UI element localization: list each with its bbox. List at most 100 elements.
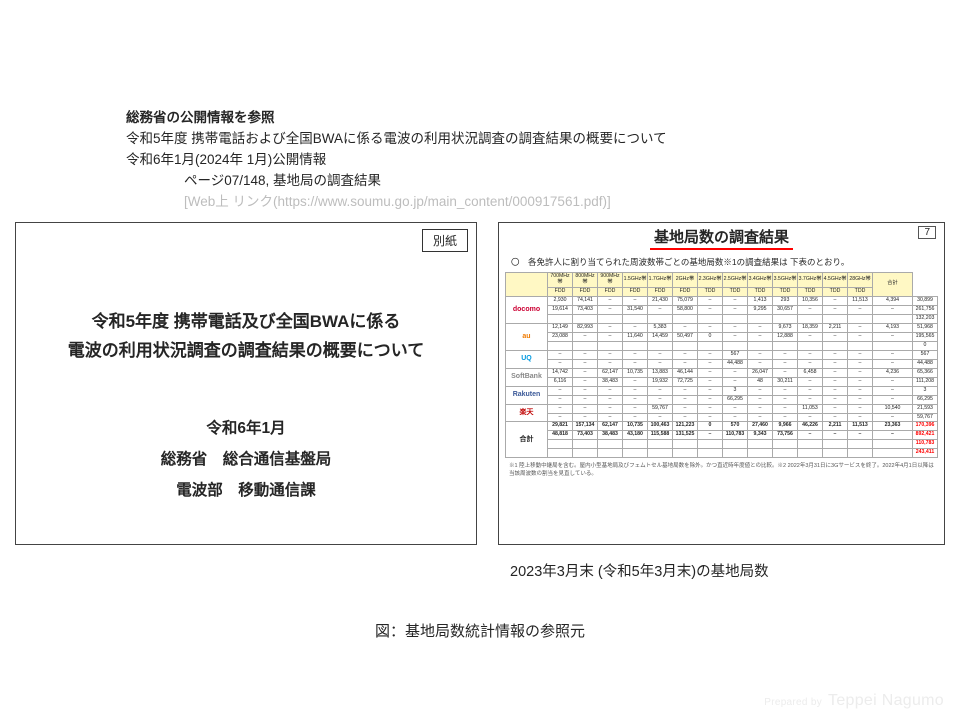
total-cell [598, 449, 623, 458]
data-cell: – [648, 395, 673, 404]
data-cell: – [873, 395, 913, 404]
header-block: 総務省の公開情報を参照 令和5年度 携帯電話および全国BWAに係る電波の利用状況… [126, 108, 876, 213]
data-cell: – [698, 296, 723, 305]
table-row: docomo2,93074,141––21,43075,079––1,41329… [506, 296, 938, 305]
table-row: 19,61473,403–31,540–58,800––9,29530,657–… [506, 305, 938, 314]
data-cell: 62,147 [598, 368, 623, 377]
data-cell: – [623, 404, 648, 413]
band-header: 2.3GHz帯 [698, 273, 723, 288]
data-cell: 26,047 [748, 368, 773, 377]
total-row: 48,81873,40338,48343,180115,588131,525–1… [506, 431, 938, 440]
duplex-header: TDD [723, 287, 748, 296]
data-cell: – [873, 386, 913, 395]
total-cell [798, 449, 823, 458]
total-cell [873, 449, 913, 458]
data-cell [748, 341, 773, 350]
data-cell: 10,735 [623, 368, 648, 377]
table-head: 700MHz帯800MHz帯900MHz帯1.5GHz帯1.7GHz帯2GHz帯… [506, 273, 938, 297]
data-cell: – [823, 404, 848, 413]
band-header: 1.7GHz帯 [648, 273, 673, 288]
data-cell: 261,756 [913, 305, 938, 314]
total-cell: 121,223 [673, 422, 698, 431]
total-cell [823, 440, 848, 449]
total-cell [548, 449, 573, 458]
total-cell: 9,966 [773, 422, 798, 431]
table-row: 楽天––––59,767–––––11,053––10,54021,593 [506, 404, 938, 413]
data-cell: – [723, 377, 748, 386]
total-cell [748, 440, 773, 449]
data-cell: – [573, 350, 598, 359]
data-cell: – [648, 350, 673, 359]
data-cell: – [823, 395, 848, 404]
data-cell: – [623, 377, 648, 386]
data-cell: – [548, 359, 573, 368]
data-cell: 293 [773, 296, 798, 305]
header-line-2: 令和5年度 携帯電話および全国BWAに係る電波の利用状況調査の調査結果の概要につ… [126, 129, 876, 150]
total-cell [823, 449, 848, 458]
data-cell: 0 [913, 341, 938, 350]
data-cell: 19,614 [548, 305, 573, 314]
data-cell: – [823, 359, 848, 368]
data-cell: 10,540 [873, 404, 913, 413]
data-cell: – [848, 413, 873, 422]
data-cell: – [598, 332, 623, 341]
data-cell: – [823, 332, 848, 341]
table-row: 6,116–38,483–19,93272,725––4830,211––––1… [506, 377, 938, 386]
data-cell: – [548, 404, 573, 413]
data-cell [598, 341, 623, 350]
figure-caption: 図：基地局数統計情報の参照元 [0, 620, 960, 641]
total-cell: 110,783 [723, 431, 748, 440]
data-cell: 4,394 [873, 296, 913, 305]
data-cell: 30,899 [913, 296, 938, 305]
band-header: 3.7GHz帯 [798, 273, 823, 288]
duplex-header: TDD [823, 287, 848, 296]
left-doc-meta: 令和6年1月 総務省 総合通信基盤局 電波部 移動通信課 [16, 413, 476, 506]
data-cell: – [623, 323, 648, 332]
data-cell: 59,767 [648, 404, 673, 413]
data-cell: – [598, 305, 623, 314]
total-cell [798, 440, 823, 449]
data-cell: – [573, 377, 598, 386]
right-doc-page-number: 7 [918, 226, 936, 239]
data-cell: – [773, 404, 798, 413]
data-cell: – [698, 350, 723, 359]
duplex-header: FDD [648, 287, 673, 296]
total-cell: 11,513 [848, 422, 873, 431]
data-cell: 132,203 [913, 314, 938, 323]
operator-cell: au [506, 323, 548, 350]
total-cell: – [848, 431, 873, 440]
duplex-header: TDD [773, 287, 798, 296]
band-header: 2GHz帯 [673, 273, 698, 288]
data-cell: 14,742 [548, 368, 573, 377]
data-cell [648, 314, 673, 323]
data-cell: – [573, 332, 598, 341]
table-row: ––––––––––––––59,767 [506, 413, 938, 422]
data-cell: 46,144 [673, 368, 698, 377]
data-cell: 38,483 [598, 377, 623, 386]
data-cell: – [848, 395, 873, 404]
data-cell: 567 [913, 350, 938, 359]
data-cell: – [673, 359, 698, 368]
table-row: SoftBank14,742–62,14710,73513,88346,144–… [506, 368, 938, 377]
data-cell: – [648, 413, 673, 422]
data-cell: – [673, 395, 698, 404]
data-cell: – [848, 386, 873, 395]
duplex-header: FDD [598, 287, 623, 296]
data-cell: 48 [748, 377, 773, 386]
data-cell: – [773, 395, 798, 404]
duplex-header: FDD [548, 287, 573, 296]
data-cell [848, 314, 873, 323]
left-doc-date: 令和6年1月 [16, 413, 476, 444]
data-cell: 111,208 [913, 377, 938, 386]
data-cell: – [848, 305, 873, 314]
data-cell [873, 341, 913, 350]
total-cell: 73,756 [773, 431, 798, 440]
data-cell [623, 341, 648, 350]
right-document-thumbnail: 基地局数の調査結果 7 〇 各免許人に割り当てられた周波数帯ごとの基地局数※1の… [498, 222, 945, 545]
data-cell: – [848, 323, 873, 332]
data-cell: – [573, 359, 598, 368]
table-row: Rakuten–––––––3––––––3 [506, 386, 938, 395]
left-document-thumbnail: 別紙 令和5年度 携帯電話及び全国BWAに係る 電波の利用状況調査の調査結果の概… [15, 222, 477, 545]
data-cell [798, 314, 823, 323]
right-caption: 2023年3月末 (令和5年3月末)の基地局数 [510, 560, 769, 581]
